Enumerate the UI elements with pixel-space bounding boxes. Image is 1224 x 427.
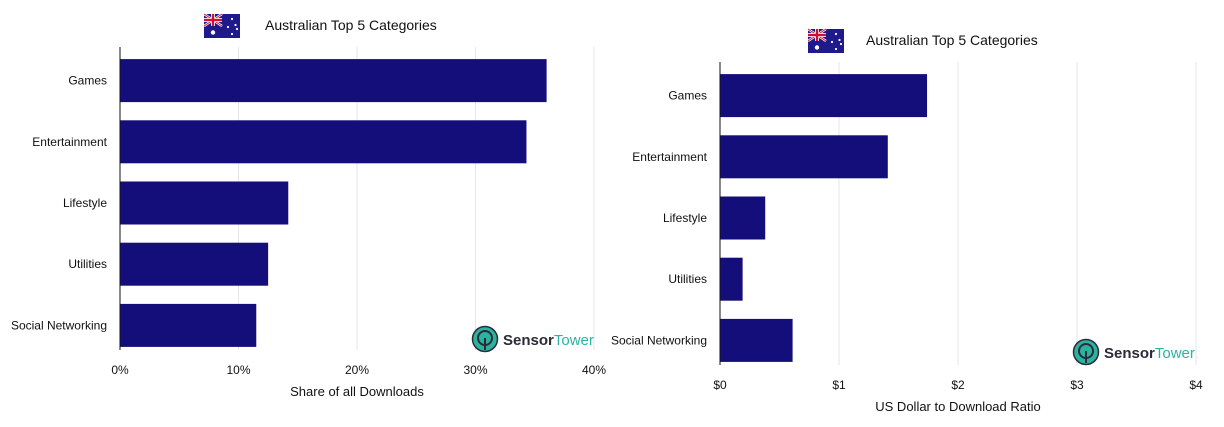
bar-games: [720, 74, 928, 118]
flag-star: [226, 25, 230, 29]
category-label: Utilities: [668, 272, 707, 286]
brand-wordmark: SensorTower: [1104, 345, 1195, 362]
flag-star: [230, 32, 234, 36]
bar-lifestyle: [720, 196, 766, 240]
bar-social-networking: [120, 303, 257, 347]
tick-label: 10%: [226, 363, 250, 377]
tick-label: 30%: [463, 363, 487, 377]
category-label: Utilities: [68, 257, 107, 271]
brand-watermark: SensorTower: [1072, 338, 1195, 366]
flag-star: [230, 17, 234, 21]
category-label: Lifestyle: [663, 211, 707, 225]
flag-star: [839, 42, 843, 46]
flag-star: [235, 27, 239, 31]
flag-cross-red: [204, 18, 222, 22]
flag-star: [234, 23, 237, 27]
flag-star: [834, 47, 838, 51]
brand-part2: Tower: [1155, 345, 1195, 362]
tick-label: $0: [713, 378, 727, 392]
category-label: Social Networking: [611, 333, 707, 347]
flag-star: [210, 30, 216, 35]
tick-label: $4: [1189, 378, 1203, 392]
bar-entertainment: [120, 120, 527, 164]
category-label: Lifestyle: [63, 196, 107, 210]
tick-label: $2: [951, 378, 965, 392]
brand-wordmark: SensorTower: [503, 332, 594, 349]
tick-label: $3: [1070, 378, 1084, 392]
bar-social-networking: [720, 318, 793, 362]
flag-star: [838, 38, 841, 42]
tick-label: $1: [832, 378, 846, 392]
flag-star: [814, 45, 820, 50]
brand-watermark: SensorTower: [471, 325, 594, 353]
chart-1: Games Entertainment Lifestyle Utilities Soci…: [11, 13, 606, 399]
bar-utilities: [720, 257, 743, 301]
flag-star: [834, 32, 838, 36]
brand-part2: Tower: [554, 332, 594, 349]
brand-part1: Sensor: [1104, 345, 1155, 362]
tick-label: 40%: [582, 363, 606, 377]
category-label: Games: [668, 89, 707, 103]
bar-entertainment: [720, 135, 888, 179]
australian-flag-icon: [203, 13, 240, 38]
chart-title: Australian Top 5 Categories: [866, 32, 1038, 48]
category-label: Entertainment: [632, 150, 707, 164]
x-axis-title: US Dollar to Download Ratio: [875, 399, 1040, 414]
brand-part1: Sensor: [503, 332, 554, 349]
bar-games: [120, 59, 547, 103]
australian-flag-icon: [807, 28, 844, 53]
tick-label: 20%: [345, 363, 369, 377]
bar-utilities: [120, 242, 269, 286]
flag-cross-red: [808, 33, 826, 37]
bar-lifestyle: [120, 181, 289, 225]
category-label: Entertainment: [32, 135, 107, 149]
x-axis-title: Share of all Downloads: [290, 384, 424, 399]
chart-2: Games Entertainment Lifestyle Utilities Soci…: [611, 28, 1203, 414]
flag-star: [830, 40, 834, 44]
tick-label: 0%: [111, 363, 129, 377]
chart-title: Australian Top 5 Categories: [265, 17, 437, 33]
category-label: Social Networking: [11, 318, 107, 332]
category-label: Games: [68, 74, 107, 88]
